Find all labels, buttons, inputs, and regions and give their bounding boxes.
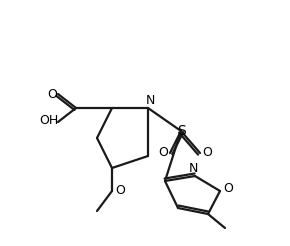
Text: O: O xyxy=(223,183,233,196)
Text: S: S xyxy=(177,124,185,138)
Text: N: N xyxy=(188,162,198,174)
Text: O: O xyxy=(158,147,168,159)
Text: OH: OH xyxy=(39,113,59,126)
Text: N: N xyxy=(145,93,155,107)
Text: O: O xyxy=(202,147,212,159)
Text: O: O xyxy=(47,88,57,101)
Text: O: O xyxy=(115,184,125,198)
